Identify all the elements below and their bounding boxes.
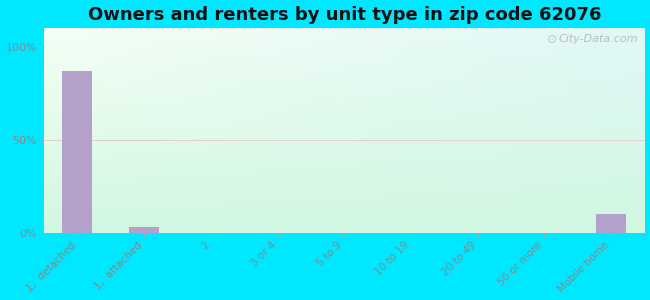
Bar xyxy=(596,214,626,233)
Text: ⊙: ⊙ xyxy=(547,33,558,46)
Bar xyxy=(129,227,159,233)
Bar xyxy=(62,71,92,233)
Text: City-Data.com: City-Data.com xyxy=(559,34,638,44)
Title: Owners and renters by unit type in zip code 62076: Owners and renters by unit type in zip c… xyxy=(88,6,601,24)
